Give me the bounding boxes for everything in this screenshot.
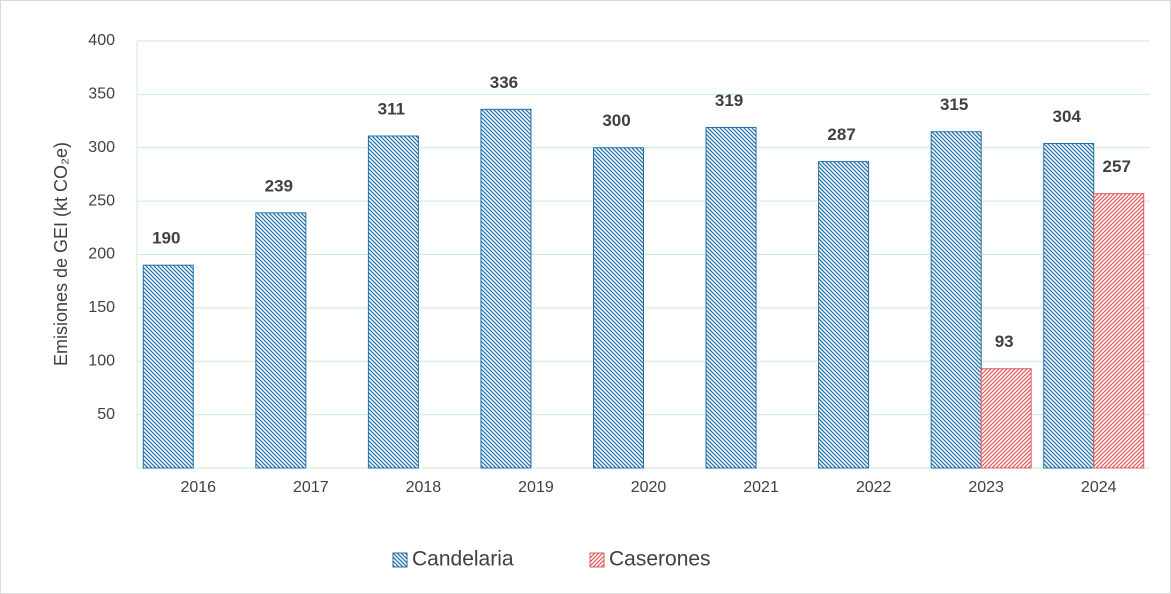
y-tick-label: 100	[88, 352, 115, 369]
y-axis-label: Emisiones de GEI (kt CO₂e)	[51, 142, 71, 366]
x-tick-label: 2020	[631, 479, 667, 496]
data-label: 300	[602, 111, 630, 130]
x-tick-label: 2017	[293, 479, 329, 496]
bar	[367, 135, 419, 469]
data-label: 287	[827, 125, 855, 144]
data-label: 190	[152, 229, 180, 248]
x-tick-label: 2021	[743, 479, 779, 496]
y-tick-label: 150	[88, 299, 115, 316]
y-tick-label: 300	[88, 139, 115, 156]
y-tick-label: 200	[88, 246, 115, 263]
y-tick-label: 50	[97, 406, 115, 423]
x-tick-label: 2019	[518, 479, 554, 496]
x-tick-label: 2022	[856, 479, 892, 496]
data-label: 315	[940, 95, 968, 114]
bar	[1043, 142, 1095, 469]
data-label: 311	[378, 99, 405, 118]
data-label: 239	[265, 176, 293, 195]
bar	[705, 126, 757, 469]
y-tick-label: 250	[88, 192, 115, 209]
x-tick-label: 2018	[406, 479, 442, 496]
bar	[142, 264, 194, 469]
x-tick-label: 2024	[1081, 479, 1117, 496]
y-tick-label: 400	[88, 32, 115, 49]
bar	[818, 161, 870, 469]
bar	[980, 368, 1032, 469]
data-label: 257	[1103, 157, 1131, 176]
bar	[1093, 193, 1145, 469]
bar	[255, 212, 307, 469]
bar	[593, 147, 644, 469]
data-label: 319	[715, 91, 743, 110]
legend-swatch	[589, 552, 605, 568]
y-tick-label: 350	[88, 86, 115, 103]
bar	[480, 108, 532, 469]
legend-label: Caserones	[609, 548, 711, 571]
data-label: 336	[490, 73, 518, 92]
legend-label: Candelaria	[412, 548, 514, 571]
data-label: 304	[1053, 107, 1082, 126]
data-label: 93	[995, 332, 1014, 351]
x-tick-label: 2016	[180, 479, 216, 496]
bar	[930, 131, 982, 469]
legend-swatch	[392, 552, 408, 568]
x-tick-label: 2023	[968, 479, 1004, 496]
